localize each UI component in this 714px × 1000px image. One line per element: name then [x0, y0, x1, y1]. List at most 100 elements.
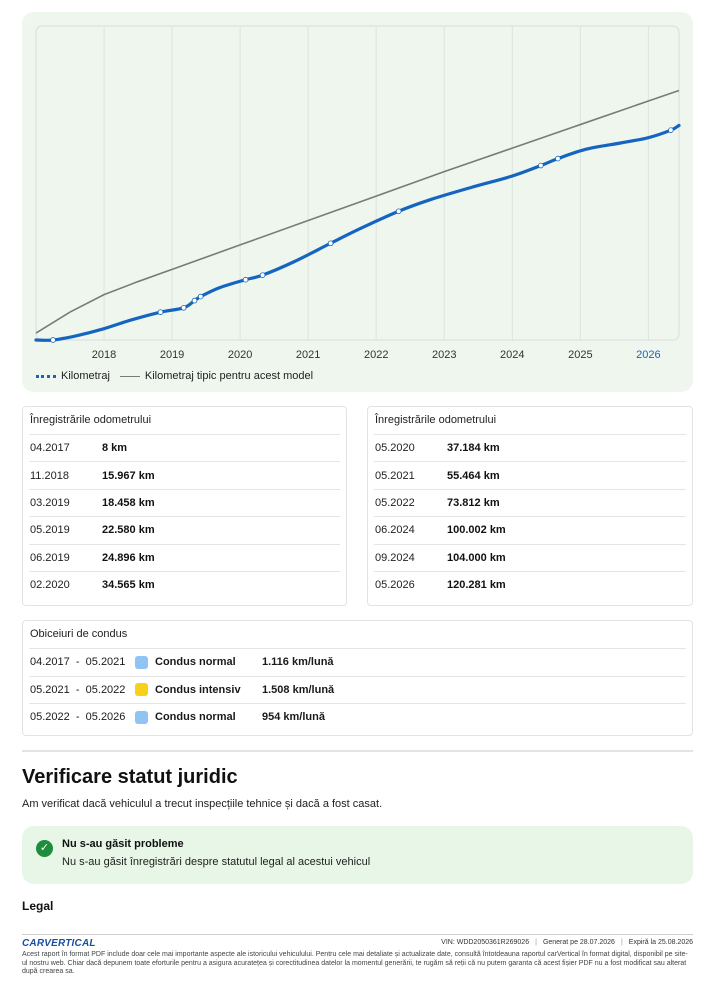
footer-meta: VIN: WDD2050361R269026 | Generat pe 28.0…: [441, 939, 693, 946]
mileage-point: [191, 297, 198, 304]
habit-period: 04.2017 - 05.2021: [30, 656, 126, 669]
odometer-table-right: Înregistrările odometrului 05.2020 37.184…: [367, 406, 693, 606]
habit-type: Condus intensiv: [155, 683, 241, 696]
odometer-table-left: Înregistrările odometrului 04.2017 8 km 11…: [22, 406, 347, 606]
mileage-point: [395, 208, 402, 215]
habit-rate: 1.116 km/lună: [262, 656, 334, 669]
legend-item-mileage: Kilometraj: [36, 370, 110, 382]
mileage-line: [34, 123, 681, 342]
legend-swatch-mileage: [36, 374, 56, 378]
x-tick-label: 2022: [364, 349, 388, 361]
x-tick-label: 2024: [500, 349, 524, 361]
habit-color-swatch: [135, 655, 148, 669]
habit-period: 05.2021 - 05.2022: [30, 683, 126, 696]
mileage-point: [197, 293, 204, 300]
mileage-chart-card: 2018 2019 2020 2021 2022 2023 2024 2025 2026 Kil…: [22, 12, 693, 392]
habit-rate: 1.508 km/lună: [262, 683, 335, 696]
table-row: 06.2024 100.002 km: [374, 516, 686, 543]
legal-status-ok-title: Nu s-au găsit probleme: [62, 838, 184, 850]
typical-mileage-line: [35, 89, 680, 334]
mileage-point: [259, 272, 266, 278]
table-row: 04.2017 8 km: [29, 434, 340, 461]
odometer-date: 05.2026: [375, 579, 415, 592]
habit-rate: 954 km/lună: [262, 711, 325, 724]
table-row: 05.2026 120.281 km: [374, 570, 686, 598]
mileage-point: [327, 240, 334, 247]
check-icon: ✓: [36, 840, 53, 857]
table-row: 05.2021 55.464 km: [374, 461, 686, 488]
footer-divider: [22, 934, 693, 935]
habit-period: 05.2022 - 05.2026: [30, 711, 126, 724]
odometer-value: 100.002 km: [447, 524, 506, 537]
mileage-point: [180, 305, 187, 311]
x-tick-label: 2026: [636, 349, 660, 361]
x-tick-label: 2025: [568, 349, 592, 361]
odometer-value: 8 km: [102, 442, 128, 455]
section-divider: [22, 750, 693, 752]
table-row: 09.2024 104.000 km: [374, 543, 686, 571]
driving-habits-table: Obiceiuri de condus 04.2017 - 05.2021 Con…: [22, 620, 693, 736]
odometer-date: 04.2017: [30, 442, 70, 455]
x-tick-label: 2020: [228, 349, 252, 361]
table-row: 05.2021 - 05.2022 Condus intensiv 1.508 km…: [29, 675, 686, 704]
odometer-value: 104.000 km: [447, 551, 506, 564]
chart-legend: Kilometraj Kilometraj tipic pentru acest…: [36, 370, 313, 382]
odometer-value: 24.896 km: [102, 551, 155, 564]
x-tick-label: 2019: [160, 349, 184, 361]
table-row: 05.2022 73.812 km: [374, 488, 686, 516]
carvertical-logo: CARVERTICAL: [22, 938, 96, 949]
table-row: 03.2019 18.458 km: [29, 488, 340, 516]
driving-habits-header: Obiceiuri de condus: [30, 628, 128, 640]
mileage-point: [538, 162, 544, 169]
legend-label-typical: Kilometraj tipic pentru acest model: [144, 370, 314, 382]
footer-expires: Expiră la 25.08.2026: [628, 939, 693, 946]
table-row: 06.2019 24.896 km: [29, 543, 340, 571]
mileage-point: [157, 309, 164, 315]
habit-type: Condus normal: [155, 656, 236, 669]
legal-status-ok-box: ✓ Nu s-au găsit probleme Nu s-au găsit î…: [22, 826, 693, 884]
table-row: 02.2020 34.565 km: [29, 570, 340, 598]
mileage-chart: 2018 2019 2020 2021 2022 2023 2024 2025 2026: [34, 25, 681, 361]
footer-generated: Generat pe 28.07.2026: [542, 939, 615, 946]
odometer-date: 06.2019: [30, 551, 70, 564]
table-row: 05.2020 37.184 km: [374, 434, 686, 461]
odometer-table-header: Înregistrările odometrului: [30, 414, 152, 426]
legal-status-ok-text: Nu s-au găsit înregistrări despre statut…: [62, 856, 371, 868]
odometer-date: 11.2018: [30, 469, 69, 482]
odometer-date: 05.2021: [375, 469, 415, 482]
odometer-value: 37.184 km: [447, 442, 500, 455]
legend-swatch-typical: [119, 375, 140, 377]
plot-area: [35, 25, 680, 341]
footer-separator: |: [620, 939, 623, 946]
mileage-point: [555, 155, 561, 162]
odometer-date: 05.2019: [30, 524, 70, 537]
odometer-value: 18.458 km: [102, 496, 155, 509]
legal-heading: Legal: [22, 899, 54, 913]
habit-color-swatch: [135, 683, 148, 697]
odometer-value: 34.565 km: [102, 579, 155, 592]
legal-status-title: Verificare statut juridic: [22, 766, 238, 788]
legal-status-subtitle: Am verificat dacă vehiculul a trecut ins…: [22, 798, 383, 810]
odometer-date: 03.2019: [30, 496, 70, 509]
mileage-point: [668, 127, 674, 133]
mileage-point: [242, 276, 249, 283]
table-row: 05.2019 22.580 km: [29, 516, 340, 543]
mileage-point: [50, 337, 56, 343]
legend-label-mileage: Kilometraj: [61, 370, 110, 382]
x-tick-label: 2018: [92, 349, 116, 361]
odometer-date: 05.2020: [375, 442, 415, 455]
odometer-value: 15.967 km: [102, 469, 155, 482]
table-row: 11.2018 15.967 km: [29, 461, 340, 488]
odometer-value: 55.464 km: [447, 469, 500, 482]
x-tick-label: 2021: [296, 349, 320, 361]
footer-fine-print: Acest raport în format PDF include doar …: [22, 951, 688, 976]
odometer-date: 06.2024: [375, 524, 415, 537]
odometer-date: 09.2024: [375, 551, 415, 564]
odometer-value: 22.580 km: [102, 524, 155, 537]
odometer-table-header: Înregistrările odometrului: [375, 414, 497, 426]
habit-color-swatch: [135, 710, 148, 724]
habit-type: Condus normal: [155, 711, 236, 724]
x-tick-label: 2023: [432, 349, 456, 361]
table-row: 05.2022 - 05.2026 Condus normal 954 km/lun…: [29, 703, 686, 731]
footer-vin: VIN: WDD2050361R269026: [441, 939, 530, 946]
